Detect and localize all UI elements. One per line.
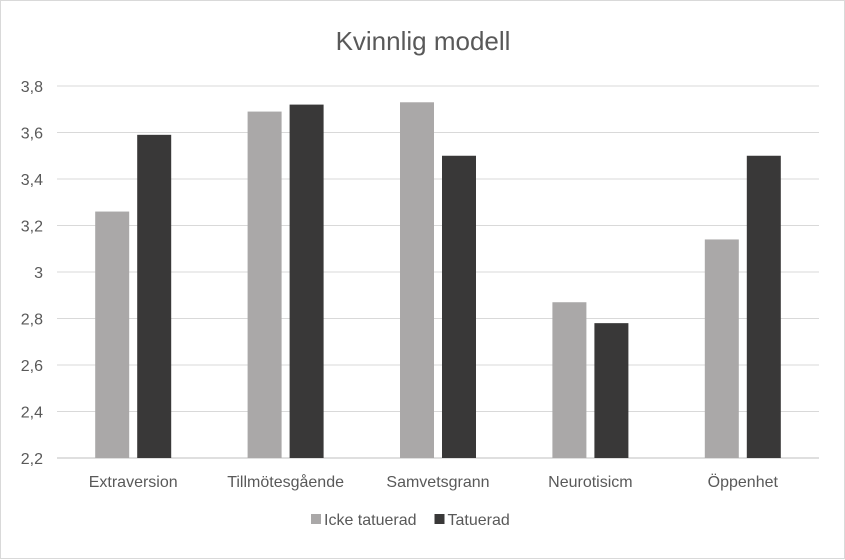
legend-swatch <box>434 514 445 524</box>
x-tick-label: Samvetsgrann <box>386 474 489 491</box>
x-tick-label: Neurotisicm <box>548 474 632 491</box>
bar-tatuerad <box>746 155 781 458</box>
y-tick-label: 2,6 <box>21 358 43 375</box>
y-tick-label: 2,4 <box>21 405 43 422</box>
legend-label: Tatuerad <box>448 512 510 529</box>
y-tick-label: 3,4 <box>21 172 43 189</box>
x-tick-label: Extraversion <box>89 474 178 491</box>
y-tick-label: 2,8 <box>21 312 43 329</box>
bar-icke-tatuerad <box>704 239 739 458</box>
x-axis-tick-labels: Extraversion Tillmötesgående Samvetsgrann N… <box>89 473 779 491</box>
bar-icke-tatuerad <box>95 211 130 458</box>
y-tick-label: 3,2 <box>21 219 43 236</box>
legend-swatch <box>311 514 321 524</box>
bar-tatuerad <box>594 323 629 458</box>
bar-tatuerad <box>137 134 172 458</box>
bar-tatuerad <box>289 104 324 458</box>
y-tick-label: 3,8 <box>21 79 43 96</box>
bars <box>95 102 781 459</box>
y-tick-label: 2,2 <box>21 451 43 468</box>
legend-label: Icke tatuerad <box>324 512 417 529</box>
bar-icke-tatuerad <box>552 302 587 458</box>
bar-tatuerad <box>442 155 476 458</box>
bar-icke-tatuerad <box>247 111 282 458</box>
x-tick-label: Öppenhet <box>708 473 779 491</box>
y-tick-label: 3 <box>34 265 43 282</box>
legend: Icke tatuerad Tatuerad <box>311 512 510 529</box>
gridlines <box>57 85 819 459</box>
chart-title: Kvinnlig modell <box>336 26 511 56</box>
x-tick-label: Tillmötesgående <box>227 473 344 491</box>
bar-icke-tatuerad <box>400 102 434 459</box>
y-axis-tick-labels: 2,2 2,4 2,6 2,8 3 3,2 3,4 3,6 3,8 <box>21 79 43 468</box>
y-tick-label: 3,6 <box>21 126 43 143</box>
